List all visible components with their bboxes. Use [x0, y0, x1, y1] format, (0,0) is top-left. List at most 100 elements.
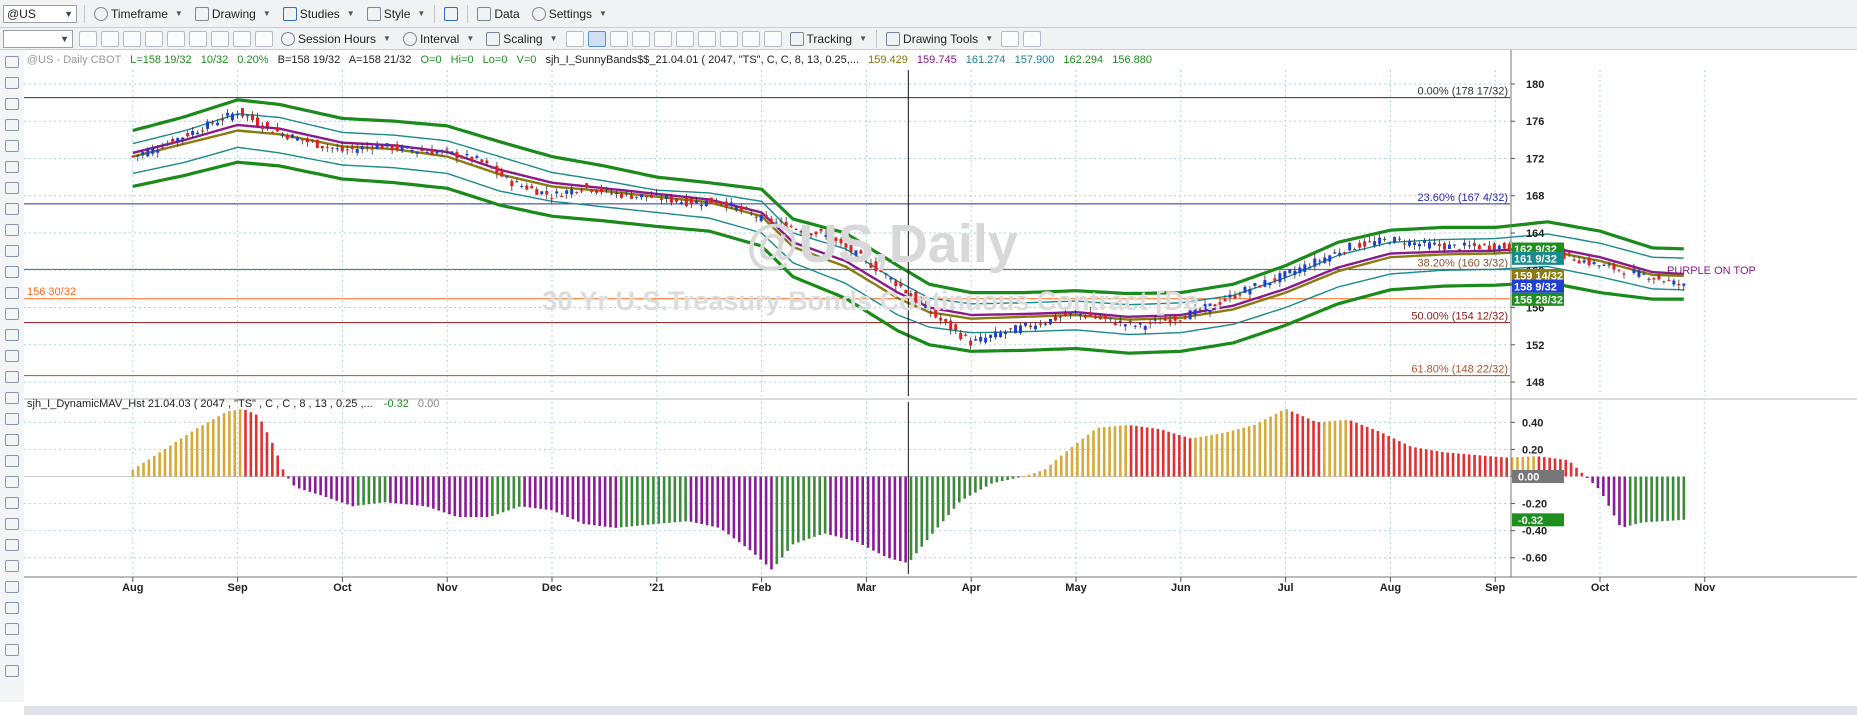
candle-body [480, 159, 484, 163]
histogram-bar [807, 476, 811, 539]
ruler-tool-icon[interactable] [5, 140, 19, 152]
reset-zoom-icon[interactable] [741, 30, 760, 47]
magnifier-icon[interactable] [145, 30, 163, 47]
bars-tool-icon[interactable] [5, 287, 19, 299]
compass-icon[interactable] [167, 30, 185, 47]
histogram-bar [598, 476, 602, 526]
arc-tool-icon[interactable] [5, 203, 19, 215]
zoom-tool-icon[interactable] [5, 665, 19, 677]
candle-body [1303, 264, 1307, 272]
horizontal-scrollbar[interactable] [24, 706, 1857, 715]
eraser-tool-icon[interactable] [5, 581, 19, 593]
settings-button[interactable]: Settings ▼ [526, 3, 613, 25]
histogram-bar [646, 476, 650, 525]
candle-body [570, 189, 574, 195]
histogram-bar [1355, 422, 1358, 477]
pencil-tool-icon[interactable] [5, 98, 19, 110]
rect-tool-icon[interactable] [5, 497, 19, 509]
candle-body [260, 125, 264, 130]
grid-icon[interactable] [123, 30, 141, 47]
magnet-tool-icon[interactable] [5, 644, 19, 656]
candle-body [1423, 240, 1427, 243]
histogram-bar [1473, 454, 1476, 477]
candle-body [146, 149, 150, 157]
histogram-bar [845, 476, 848, 540]
histogram-bar [389, 476, 392, 503]
candle-body [385, 143, 389, 147]
curve-tool-icon[interactable] [5, 518, 19, 530]
zoom-in-icon[interactable] [697, 30, 716, 47]
ellipse-tool-icon[interactable] [5, 329, 19, 341]
refresh-icon[interactable] [101, 30, 119, 47]
layout-button[interactable] [438, 3, 464, 25]
speaker-tool-icon[interactable] [5, 350, 19, 362]
drawing-tools-button[interactable]: Drawing Tools ▼ [880, 28, 999, 50]
chart-area[interactable]: 0.00% (178 17/32) 23.60% (167 4/32) 38.20%… [24, 50, 1857, 706]
text-tool-icon[interactable] [5, 539, 19, 551]
split-icon[interactable] [675, 30, 694, 47]
candle-body [1502, 242, 1506, 249]
cursor-icon[interactable] [79, 30, 97, 47]
up-tool-icon[interactable] [5, 413, 19, 425]
studies-button[interactable]: Studies ▼ [277, 3, 361, 25]
interval-button[interactable]: Interval ▼ [397, 28, 480, 50]
brush-tool-icon[interactable] [5, 560, 19, 572]
histogram-bar [705, 476, 709, 526]
shape-tool-icon[interactable] [5, 455, 19, 467]
line-tool-icon[interactable] [5, 245, 19, 257]
tracking-button[interactable]: Tracking ▼ [784, 28, 874, 50]
hollow-candle-icon[interactable] [609, 30, 628, 47]
table-icon[interactable] [763, 30, 782, 47]
zoom-out-icon[interactable] [719, 30, 738, 47]
session-hours-button[interactable]: Session Hours ▼ [275, 28, 397, 50]
symbol-combo[interactable]: @US ▼ [3, 4, 77, 23]
candle-body [635, 196, 639, 198]
candle-body [1318, 260, 1322, 262]
trend-icon[interactable] [1001, 30, 1020, 47]
ohlc-icon[interactable] [631, 30, 650, 47]
histogram-bar [1419, 448, 1423, 477]
candle-body [1587, 257, 1591, 266]
circle-tool-icon[interactable] [5, 476, 19, 488]
lock-tool-icon[interactable] [5, 623, 19, 635]
histogram-bar [410, 476, 414, 505]
wave-icon[interactable] [1023, 30, 1042, 47]
histogram-bar [1548, 457, 1551, 477]
chart-link-icon[interactable] [189, 30, 207, 47]
arrow-tool-icon[interactable] [5, 392, 19, 404]
histogram-bar [1575, 467, 1578, 477]
network-icon[interactable] [211, 30, 229, 47]
histogram-bar [1596, 476, 1600, 489]
trend-tool-icon[interactable] [5, 371, 19, 383]
candle-body [1253, 283, 1257, 286]
grid-tool-icon[interactable] [5, 266, 19, 278]
candle-body [939, 317, 943, 321]
candlestick-icon[interactable] [587, 30, 606, 47]
style-button[interactable]: Style ▼ [361, 3, 432, 25]
drawing-button[interactable]: Drawing ▼ [189, 3, 277, 25]
workspace-combo[interactable]: ▼ [3, 29, 73, 48]
histogram-bar [1301, 416, 1305, 477]
timeframe-button[interactable]: Timeframe ▼ [88, 3, 189, 25]
line-chart-icon[interactable] [653, 30, 672, 47]
gear-small-icon[interactable] [233, 30, 251, 47]
pointer-tool-icon[interactable] [5, 56, 19, 68]
fan-tool-icon[interactable] [5, 161, 19, 173]
pen-tool-icon[interactable] [5, 119, 19, 131]
candle-body [375, 144, 379, 149]
bar-chart-icon[interactable] [565, 30, 584, 47]
box-tool-icon[interactable] [5, 308, 19, 320]
chevron-down-icon: ▼ [417, 9, 426, 18]
candle-body [1612, 263, 1616, 270]
bars-icon[interactable] [255, 30, 273, 47]
crosshair-tool-icon[interactable] [5, 77, 19, 89]
histogram-bar [1510, 457, 1514, 477]
data-button[interactable]: Data [471, 3, 525, 25]
down-tool-icon[interactable] [5, 434, 19, 446]
hline-tool-icon[interactable] [5, 602, 19, 614]
channel-tool-icon[interactable] [5, 224, 19, 236]
candle-body [699, 204, 703, 207]
gann-tool-icon[interactable] [5, 182, 19, 194]
histogram-bar [222, 413, 226, 477]
scaling-button[interactable]: Scaling ▼ [480, 28, 563, 50]
